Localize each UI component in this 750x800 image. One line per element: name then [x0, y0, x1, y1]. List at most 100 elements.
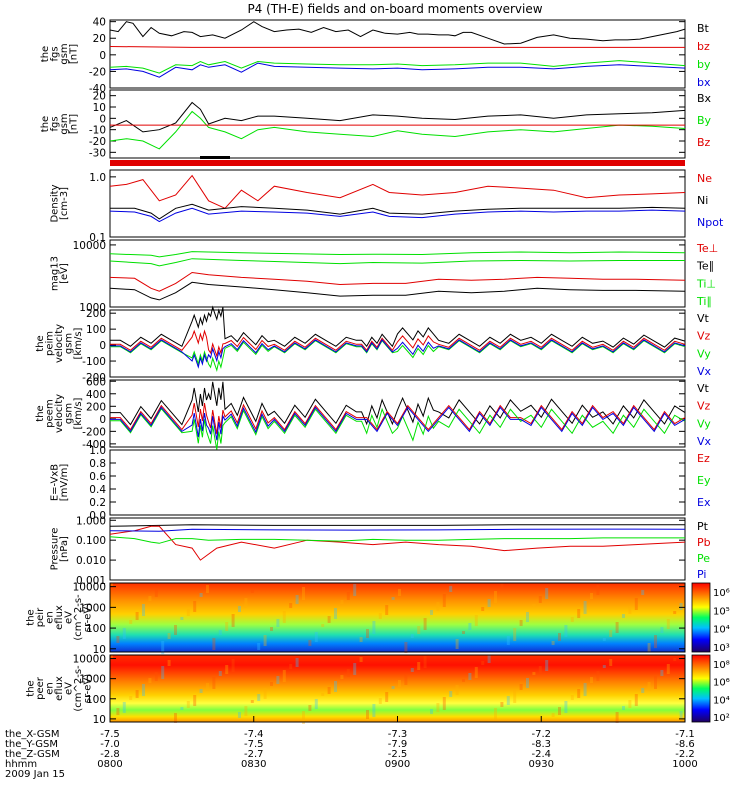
y-tick-label: 10000 [73, 240, 106, 252]
spectrogram-streak [615, 622, 619, 633]
spectrogram-streak [167, 660, 171, 666]
legend-Pe: Pe [697, 552, 710, 565]
spectrogram-streak [154, 672, 158, 681]
x-tick-label: -2.5 [388, 749, 408, 760]
spectrogram-streak [538, 596, 542, 603]
spectrogram-streak [564, 701, 568, 713]
spectrogram-streak [449, 691, 453, 697]
legend-by: by [697, 58, 711, 71]
y-tick-label: 40 [93, 17, 106, 29]
y-axis-label: sr-eV) [83, 603, 94, 632]
x-tick-label: 0800 [97, 759, 122, 770]
legend-Vx: Vx [697, 365, 712, 378]
spectrogram-streak [513, 690, 517, 703]
spectrogram-streak [314, 699, 318, 709]
y-tick-label: 0.1 [89, 232, 106, 244]
spectrogram-streak [135, 612, 139, 620]
spectrogram-streak [551, 641, 555, 645]
spectrogram-streak [628, 606, 632, 614]
legend-Vz: Vz [697, 330, 711, 343]
y-axis-label: eV [64, 611, 75, 624]
figure-title: P4 (TH-E) fields and on-board moments ov… [247, 2, 542, 16]
spectrogram-streak [596, 671, 600, 681]
y-axis-label: en [45, 611, 56, 624]
spectrogram-streak [641, 590, 645, 595]
spectrogram-streak [206, 585, 209, 593]
y-tick-label: 0.2 [89, 497, 106, 509]
spectrogram-streak [302, 711, 305, 724]
spectrogram-streak [110, 655, 113, 658]
spectrogram-streak [494, 708, 497, 720]
spectrogram-streak [660, 670, 664, 676]
spectrogram-streak [596, 585, 600, 595]
spectrogram-streak [276, 676, 280, 684]
y-tick-label: 0 [99, 113, 106, 125]
y-axis-label: fgs [49, 116, 60, 131]
spectrogram-streak [263, 635, 267, 646]
y-tick-label: 1.000 [76, 515, 106, 527]
y-tick-label: 0.6 [89, 471, 106, 483]
y-axis-label: the [35, 405, 46, 421]
series-p1-Bt [109, 21, 686, 45]
colorbar-label: 10² [713, 713, 730, 724]
spectrogram-streak [526, 612, 529, 622]
spectrogram-streak [359, 637, 363, 642]
spectrogram-streak [308, 705, 312, 711]
spectrogram-streak [199, 689, 203, 693]
spectrogram-streak [532, 672, 536, 675]
panel-p9: 10⁶ 10⁵ 10⁴ 10³ 10000 1000 100 10 thepeireneflux… [26, 582, 730, 656]
y-axis-label: fgs [49, 46, 60, 61]
spectrogram-streak [174, 713, 177, 723]
spectrogram-streak [366, 629, 369, 638]
y-axis-label: [eV] [59, 263, 70, 284]
spectrogram-streak [148, 596, 152, 601]
spectrogram-streak [385, 605, 389, 615]
spectrogram-streak [231, 659, 235, 672]
y-axis-label: Density [49, 184, 60, 222]
series-p4-Te∥ [109, 281, 686, 301]
series-p8-Pi [109, 528, 686, 532]
x-tick-label: -7.3 [388, 729, 408, 740]
spectrogram-streak [673, 658, 677, 661]
spectrogram-streak [545, 588, 549, 599]
x-tick-label: -7.0 [100, 739, 120, 750]
series-p6-Vx [110, 406, 686, 441]
spectrogram-streak [679, 711, 683, 718]
y-axis-label: peer [35, 676, 46, 700]
spectrogram-streak [430, 709, 433, 714]
spectrogram-streak [455, 639, 459, 649]
y-axis-label: peem [45, 399, 56, 427]
series-p3-Ni [110, 203, 686, 220]
x-tick-label: -7.4 [244, 729, 264, 740]
spectrogram-streak [647, 682, 651, 691]
y-tick-label: -200 [82, 426, 106, 438]
spectrogram-streak [282, 611, 286, 623]
legend-Ti∥: Ti∥ [696, 295, 712, 308]
spectrogram-streak [654, 635, 657, 648]
spectrogram-streak [474, 615, 478, 626]
legend-By: By [697, 114, 712, 127]
panel-frame [109, 309, 686, 378]
spectrogram-streak [398, 589, 401, 596]
y-tick-label: 20 [93, 33, 106, 45]
legend-Pt: Pt [697, 520, 709, 533]
spectrogram-streak [679, 603, 683, 610]
x-axis-row-label: the_Z-GSM [5, 749, 60, 760]
spectrogram-streak [609, 630, 613, 637]
panel-frame [109, 239, 686, 308]
series-p1-by [109, 60, 686, 74]
spectrogram-streak [167, 633, 171, 639]
y-axis-label: (cm^2-s- [73, 665, 84, 712]
spectrogram-streak [378, 698, 382, 704]
spectrogram-streak [366, 710, 369, 719]
panel-frame [109, 517, 686, 581]
spectrogram-streak [122, 628, 126, 639]
colorbar-p9 [691, 582, 711, 653]
x-tick-label: -2.4 [531, 749, 551, 760]
spectrogram-streak [257, 694, 261, 701]
spectrogram-streak [474, 667, 478, 678]
spectrogram-streak [436, 703, 440, 712]
spectrogram-streak [321, 624, 325, 627]
spectrogram-streak [289, 664, 293, 669]
